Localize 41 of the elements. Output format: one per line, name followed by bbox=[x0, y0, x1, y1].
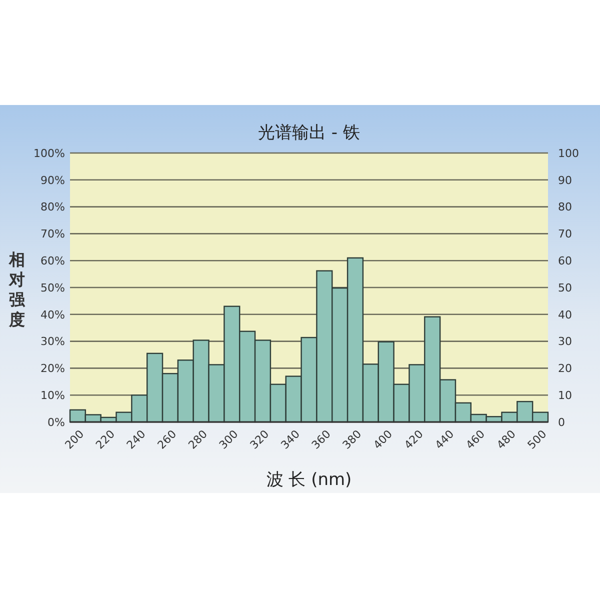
y2-tick-label: 40 bbox=[558, 308, 572, 322]
y-tick-label: 90% bbox=[40, 174, 65, 187]
x-tick-label: 420 bbox=[402, 428, 426, 452]
y-axis-title: 相对强度 bbox=[8, 250, 26, 329]
y-tick-label: 10% bbox=[40, 388, 65, 402]
x-tick-label: 360 bbox=[309, 428, 334, 452]
x-tick-label: 260 bbox=[155, 428, 180, 452]
x-tick-label: 320 bbox=[248, 428, 272, 452]
y2-tick-label: 50 bbox=[558, 281, 572, 294]
y2-tick-label: 10 bbox=[558, 388, 572, 402]
y2-tick-label: 0 bbox=[558, 416, 565, 429]
y-tick-label: 20% bbox=[40, 362, 65, 376]
y-tick-label: 70% bbox=[40, 228, 65, 241]
y-tick-label: 100% bbox=[34, 146, 65, 160]
x-axis-title: 波 长 (nm) bbox=[266, 470, 352, 490]
x-tick-label: 460 bbox=[463, 428, 488, 452]
x-tick-label: 400 bbox=[370, 428, 395, 452]
x-tick-label: 300 bbox=[216, 428, 241, 452]
x-tick-label: 500 bbox=[525, 428, 550, 452]
y2-tick-label: 60 bbox=[558, 254, 572, 268]
y2-tick-label: 70 bbox=[558, 228, 572, 241]
y-tick-label: 50% bbox=[40, 281, 65, 294]
x-tick-label: 380 bbox=[340, 428, 364, 452]
y2-tick-label: 20 bbox=[558, 362, 572, 376]
chart-title: 光谱输出 - 铁 bbox=[258, 123, 360, 143]
y2-tick-label: 90 bbox=[558, 174, 572, 187]
x-tick-label: 480 bbox=[494, 428, 518, 452]
x-tick-label: 280 bbox=[186, 428, 210, 452]
x-tick-label: 440 bbox=[432, 428, 457, 452]
y-tick-label: 40% bbox=[40, 308, 65, 322]
y2-tick-label: 30 bbox=[558, 335, 572, 348]
x-tick-label: 340 bbox=[278, 428, 302, 452]
y2-tick-label: 80 bbox=[558, 200, 572, 214]
y2-tick-label: 100 bbox=[558, 146, 579, 160]
x-tick-label: 240 bbox=[124, 428, 148, 452]
y-tick-label: 0% bbox=[48, 416, 65, 429]
x-tick-label: 200 bbox=[62, 428, 87, 452]
y-tick-label: 60% bbox=[40, 254, 65, 268]
x-tick-label: 220 bbox=[93, 428, 118, 452]
y-tick-label: 80% bbox=[40, 200, 65, 214]
y-tick-label: 30% bbox=[40, 335, 65, 348]
